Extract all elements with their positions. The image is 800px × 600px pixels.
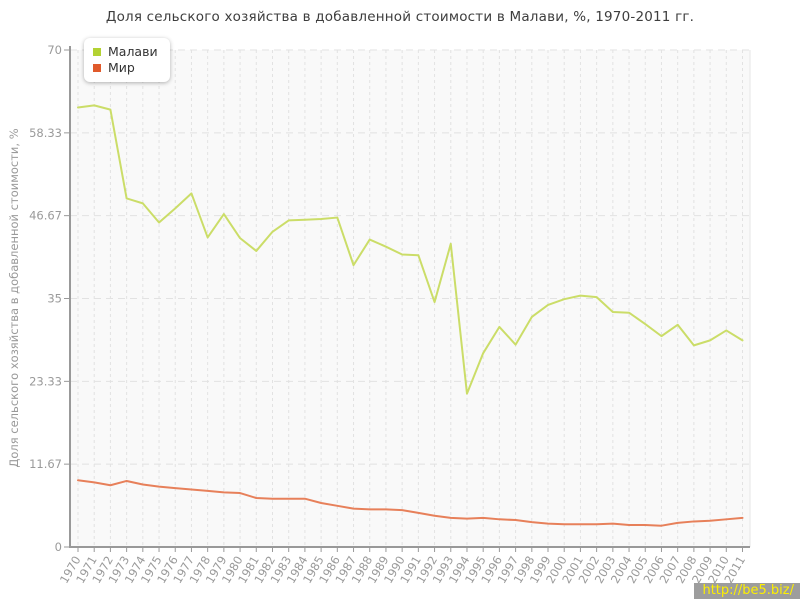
y-tick-label: 11.67 <box>29 457 62 471</box>
axes <box>64 46 750 552</box>
chart-title: Доля сельского хозяйства в добавленной с… <box>105 9 695 25</box>
watermark-link[interactable]: http://be5.biz/ <box>694 583 800 599</box>
legend-label-malawi: Малави <box>108 44 158 59</box>
series-line-malawi <box>77 104 744 395</box>
legend-label-world: Мир <box>108 60 135 75</box>
legend-item-world[interactable]: Мир <box>93 61 158 75</box>
legend-swatch-malawi <box>93 48 101 56</box>
axis-labels: 011.6723.333546.6758.3370197019711972197… <box>7 43 748 586</box>
legend: Малави Мир <box>84 38 170 82</box>
series-line-world <box>77 479 744 527</box>
y-tick-label: 58.33 <box>29 126 62 140</box>
y-tick-label: 46.67 <box>29 209 62 223</box>
y-axis-title: Доля сельского хозяйства в добавленной с… <box>7 128 21 467</box>
gridlines <box>70 49 751 547</box>
y-tick-label: 0 <box>55 540 62 554</box>
legend-swatch-world <box>93 64 101 72</box>
y-tick-label: 23.33 <box>29 374 62 388</box>
y-tick-label: 70 <box>47 43 62 57</box>
series-lines <box>77 104 744 527</box>
y-tick-label: 35 <box>47 292 62 306</box>
legend-item-malawi[interactable]: Малави <box>93 45 158 59</box>
